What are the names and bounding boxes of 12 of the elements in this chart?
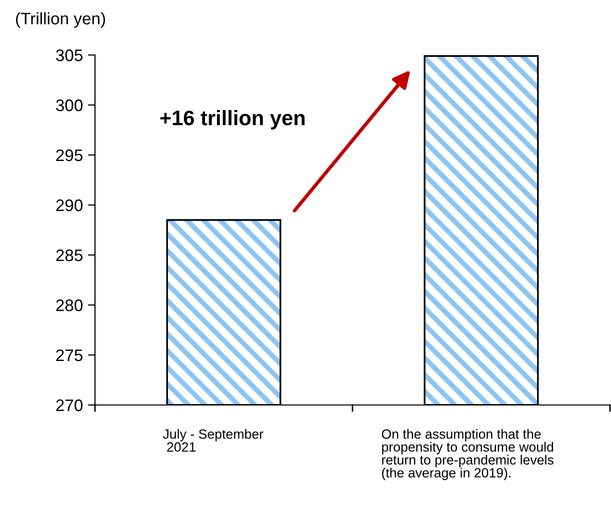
y-tick-label: 285 (56, 249, 82, 262)
y-tick-label: 275 (56, 349, 82, 362)
annotation: +16 trillion yen (160, 110, 305, 130)
y-axis-title: (Trillion yen) (16, 12, 106, 28)
y-tick-label: 295 (56, 149, 82, 162)
x-tick-label: July - September 2021 (162, 429, 264, 452)
y-tick-label: 290 (56, 199, 83, 212)
y-tick-label: 300 (56, 99, 83, 112)
y-tick-label: 305 (56, 49, 82, 62)
y-tick-label: 280 (56, 299, 83, 312)
x-tick-label: On the assumption that the propensity to consume would return to pre-pandemic levels (the average in 2019). (382, 429, 554, 480)
y-tick-label: 270 (56, 399, 83, 412)
